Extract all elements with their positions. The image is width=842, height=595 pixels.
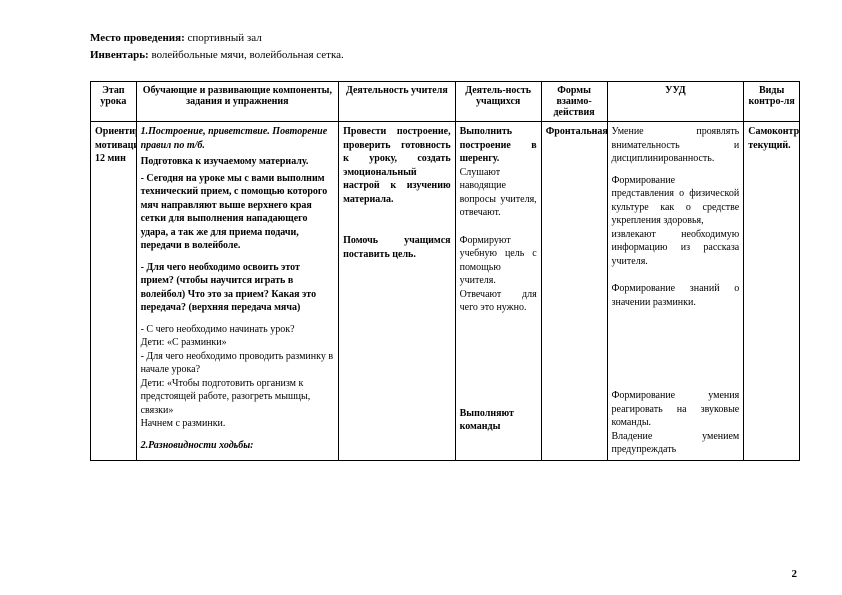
th-student: Деятель-ность учащихся xyxy=(455,82,541,122)
uud-3: извлекают необходимую информацию из расс… xyxy=(612,228,740,269)
task-8: Дети: «Чтобы подготовить организм к пред… xyxy=(141,377,335,418)
task-3: - Сегодня на уроке мы с вами выполним те… xyxy=(141,172,335,253)
cell-teacher: Провести построение, проверить готовност… xyxy=(339,122,455,461)
cell-uud: Умение проявлять внимательность и дисцип… xyxy=(607,122,744,461)
task-9: Начнем с разминки. xyxy=(141,417,335,431)
teacher-p1: Провести построение, проверить готовност… xyxy=(343,125,450,206)
teacher-p2: Помочь учащимся поставить цель. xyxy=(343,234,450,261)
task-2: Подготовка к изучаемому материалу. xyxy=(141,155,335,169)
student-s5: Выполняют команды xyxy=(460,407,537,434)
task-10: 2.Разновидности ходьбы: xyxy=(141,439,335,453)
cell-control: Самоконтроль, текущий. xyxy=(744,122,800,461)
header-block: Место проведения: спортивный зал Инвента… xyxy=(90,30,802,63)
venue-value: спортивный зал xyxy=(188,32,262,44)
uud-1: Умение проявлять внимательность и дисцип… xyxy=(612,125,740,166)
venue-label: Место проведения: xyxy=(90,32,185,44)
cell-form: Фронтальная xyxy=(541,122,607,461)
task-5: - С чего необходимо начинать урок? xyxy=(141,323,335,337)
cell-student: Выполнить построение в шеренгу. Слушают … xyxy=(455,122,541,461)
task-7: - Для чего необходимо проводить разминку… xyxy=(141,350,335,377)
stage-text: Ориентировочно-мотивационный 12 мин xyxy=(95,126,136,164)
equipment-label: Инвентарь: xyxy=(90,49,149,61)
th-control: Виды контро-ля xyxy=(744,82,800,122)
th-teacher: Деятельность учителя xyxy=(339,82,455,122)
equipment-value: волейбольные мячи, волейбольная сетка. xyxy=(151,49,343,61)
th-form: Формы взаимо-действия xyxy=(541,82,607,122)
uud-5: Формирование умения реагировать на звуко… xyxy=(612,389,740,430)
form-text: Фронтальная xyxy=(546,126,607,137)
task-1: 1.Построение, приветствие. Повторение пр… xyxy=(141,125,335,152)
lesson-table: Этап урока Обучающие и развивающие компо… xyxy=(90,81,800,461)
venue-line: Место проведения: спортивный зал xyxy=(90,30,802,47)
uud-2: Формирование представления о физической … xyxy=(612,174,740,228)
student-s1: Выполнить построение в шеренгу. xyxy=(460,125,537,166)
th-tasks: Обучающие и развивающие компоненты, зада… xyxy=(136,82,339,122)
table-row: Ориентировочно-мотивационный 12 мин 1.По… xyxy=(91,122,800,461)
page-container: Место проведения: спортивный зал Инвента… xyxy=(0,0,842,481)
th-stage: Этап урока xyxy=(91,82,137,122)
th-uud: УУД xyxy=(607,82,744,122)
equipment-line: Инвентарь: волейбольные мячи, волейбольн… xyxy=(90,47,802,64)
task-6: Дети: «С разминки» xyxy=(141,336,335,350)
page-number: 2 xyxy=(792,568,798,580)
student-s2: Слушают наводящие вопросы учителя, отвеч… xyxy=(460,166,537,220)
student-s4: Отвечают для чего это нужно. xyxy=(460,288,537,315)
cell-stage: Ориентировочно-мотивационный 12 мин xyxy=(91,122,137,461)
uud-6: Владение умением предупреждать xyxy=(612,430,740,457)
cell-tasks: 1.Построение, приветствие. Повторение пр… xyxy=(136,122,339,461)
uud-4: Формирование знаний о значении разминки. xyxy=(612,282,740,309)
control-text: Самоконтроль, текущий. xyxy=(748,126,799,151)
student-s3: Формируют учебную цель с помощью учителя… xyxy=(460,234,537,288)
table-header-row: Этап урока Обучающие и развивающие компо… xyxy=(91,82,800,122)
task-4: - Для чего необходимо освоить этот прием… xyxy=(141,261,335,315)
